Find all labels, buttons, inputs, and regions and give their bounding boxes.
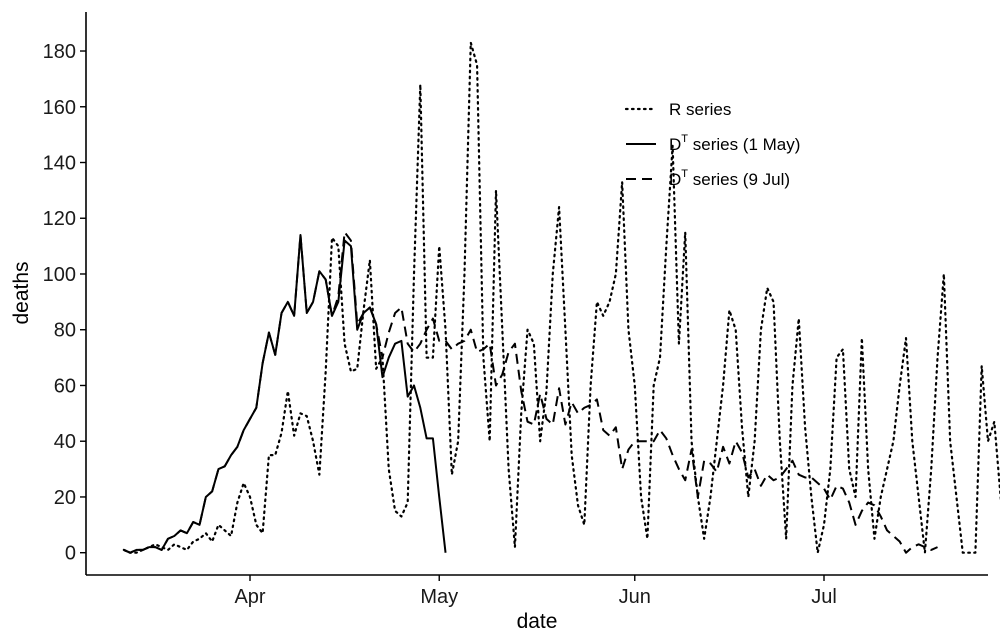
- legend-label-superscript: T: [681, 168, 688, 180]
- legend-label-R: R series: [669, 100, 731, 119]
- legend-label-D1: DT series (1 May): [669, 133, 800, 154]
- y-tick-label: 40: [54, 431, 76, 453]
- x-tick-label: Jul: [811, 586, 837, 608]
- y-tick-label: 120: [43, 208, 76, 230]
- y-tick-label: 60: [54, 375, 76, 397]
- y-tick-label: 0: [65, 543, 76, 565]
- y-tick-label: 80: [54, 320, 76, 342]
- x-tick-label: Apr: [234, 586, 265, 608]
- x-tick-label: May: [420, 586, 458, 608]
- x-tick-label: Jun: [619, 586, 651, 608]
- y-tick-label: 180: [43, 41, 76, 63]
- legend-label-tail: series (1 May): [688, 135, 800, 154]
- axes-layer: [85, 12, 988, 576]
- x-ticks: Apr May Jun Jul: [234, 575, 837, 608]
- x-axis-title: date: [517, 610, 558, 633]
- series-line-D9: [123, 231, 938, 554]
- y-tick-label: 160: [43, 97, 76, 119]
- legend-label-tail: series (9 Jul): [688, 170, 790, 189]
- y-ticks: 0 20 40 60 80 100 120 140 160 180: [43, 41, 86, 565]
- y-tick-label: 20: [54, 487, 76, 509]
- legend-label-D9: DT series (9 Jul): [669, 168, 790, 189]
- y-axis-title: deaths: [10, 261, 33, 324]
- series-layer: [122, 41, 1000, 554]
- series-line-D1: [123, 233, 447, 554]
- legend-label-main: D: [669, 135, 681, 154]
- y-tick-label: 100: [43, 264, 76, 286]
- legend-label-superscript: T: [681, 133, 688, 145]
- legend-label-main: D: [669, 170, 681, 189]
- legend-label-main: R series: [669, 100, 731, 119]
- y-tick-label: 140: [43, 153, 76, 175]
